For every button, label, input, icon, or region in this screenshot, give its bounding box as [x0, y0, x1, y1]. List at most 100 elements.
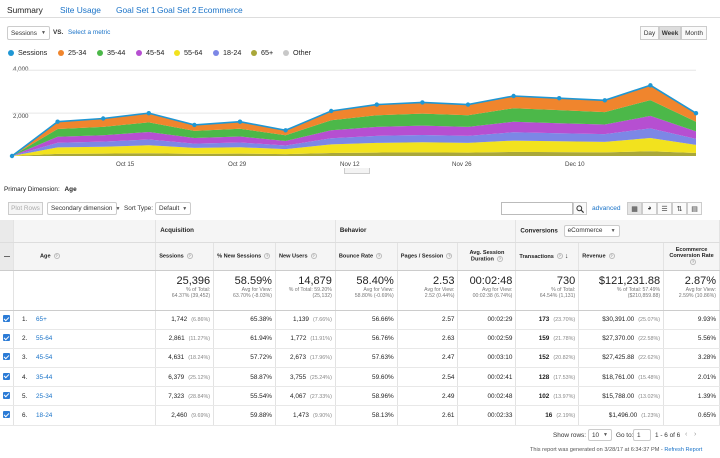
select-metric-link[interactable]: Select a metric: [68, 29, 111, 36]
tab-summary[interactable]: Summary: [7, 5, 43, 15]
sessions-point[interactable]: [146, 110, 151, 116]
pages-session-column-header[interactable]: Pages / Session?: [397, 242, 459, 271]
total-pages-session: 2.53 Avg for View: 2.52 (0.44%): [397, 270, 459, 311]
sessions-point[interactable]: [511, 93, 516, 99]
cell-percent: (20.82%): [553, 355, 576, 362]
cell-value: 00:03:10: [487, 354, 513, 362]
refresh-report-link[interactable]: Refresh Report: [664, 447, 703, 453]
show-rows-select[interactable]: 10 ▼: [588, 429, 612, 441]
age-link[interactable]: 35-44: [36, 373, 53, 381]
tab-goal-set-1[interactable]: Goal Set 1: [116, 5, 156, 15]
age-link[interactable]: 65+: [36, 316, 47, 324]
revenue-column-header[interactable]: Revenue?: [578, 242, 665, 271]
chart-resize-handle[interactable]: [344, 168, 370, 174]
view-pie-button[interactable]: ◕: [642, 202, 657, 215]
goto-page-value: 1: [637, 431, 641, 439]
column-label: Age: [40, 253, 51, 260]
granularity-week-button[interactable]: Week: [659, 26, 681, 40]
secondary-dimension-select[interactable]: Secondary dimension ▼: [47, 202, 120, 215]
goto-page-input[interactable]: 1: [633, 429, 651, 441]
sort-type-select[interactable]: Default ▼: [155, 202, 191, 215]
legend-item-45-54[interactable]: 45-54: [136, 48, 164, 57]
sessions-point[interactable]: [283, 128, 288, 133]
checkbox-checked-icon: [3, 372, 10, 380]
row-checkbox-cell[interactable]: [0, 405, 14, 426]
row-checkbox-cell[interactable]: [0, 348, 14, 369]
table-search-input[interactable]: [501, 202, 573, 215]
total-avg-duration: 00:02:48 Avg for View: 00:02:38 (6.74%): [457, 270, 517, 311]
legend-item-35-44[interactable]: 35-44: [97, 48, 125, 57]
view-table-button[interactable]: ▦: [627, 202, 642, 215]
cell-value: $27,425.88: [602, 354, 635, 362]
tab-goal-set-2[interactable]: Goal Set 2: [157, 5, 197, 15]
transactions-column-header[interactable]: Transactions? ↓: [515, 242, 580, 271]
age-link[interactable]: 55-64: [36, 335, 53, 343]
age-link[interactable]: 45-54: [36, 354, 53, 362]
legend-item-65-plus[interactable]: 65+: [251, 48, 273, 57]
granularity-day-button[interactable]: Day: [640, 26, 659, 40]
search-button[interactable]: [573, 202, 587, 215]
row-checkbox-cell[interactable]: [0, 367, 14, 388]
next-page-icon[interactable]: ›: [694, 431, 697, 438]
sessions-point[interactable]: [465, 102, 471, 107]
legend-item-25-34[interactable]: 25-34: [58, 48, 86, 57]
view-pivot-button[interactable]: ▤: [687, 202, 702, 215]
sessions-point[interactable]: [237, 119, 243, 124]
primary-dimension-value[interactable]: Age: [64, 186, 77, 193]
sessions-point[interactable]: [693, 110, 699, 116]
table-row: 6. 18-24 2,460 (9.69%) 59.88% 1,473 (9.90%) 58.…: [0, 405, 720, 426]
search-icon: [576, 204, 584, 213]
cell-value: 55.54%: [250, 392, 272, 400]
bounce-rate-cell: 59.60%: [335, 367, 398, 388]
area-series-25-34: [12, 85, 696, 156]
acquisition-group-header: Acquisition: [155, 220, 336, 243]
sessions-point[interactable]: [648, 83, 653, 88]
row-checkbox-cell[interactable]: [0, 310, 14, 330]
view-comparison-button[interactable]: ⇅: [672, 202, 687, 215]
legend-item-other[interactable]: Other: [283, 48, 311, 57]
age-column-header[interactable]: Age?: [13, 242, 157, 271]
prev-page-icon[interactable]: ‹: [685, 431, 688, 438]
sessions-point[interactable]: [374, 102, 379, 107]
sessions-point[interactable]: [192, 122, 197, 128]
avg-duration-column-header[interactable]: Avg. Session Duration?: [457, 242, 517, 271]
row-checkbox-cell[interactable]: [0, 386, 14, 407]
metric-select[interactable]: Sessions ▼: [7, 26, 50, 40]
row-checkbox-cell[interactable]: [0, 329, 14, 349]
sessions-column-header[interactable]: Sessions?: [155, 242, 215, 271]
sessions-point[interactable]: [9, 153, 15, 159]
area-series-45-54: [12, 115, 696, 156]
sessions-point[interactable]: [602, 98, 607, 103]
new-sessions-column-header[interactable]: % New Sessions?: [213, 242, 276, 271]
plot-rows-button[interactable]: Plot Rows: [8, 202, 43, 215]
tab-ecommerce[interactable]: Ecommerce: [198, 5, 243, 15]
age-link[interactable]: 25-34: [36, 392, 53, 400]
sessions-area-chart[interactable]: [0, 64, 720, 164]
legend-item-sessions[interactable]: Sessions: [8, 48, 47, 57]
conversions-type-select[interactable]: eCommerce ▼: [563, 224, 620, 237]
total-note: Avg for View:: [363, 286, 394, 293]
sessions-point[interactable]: [101, 116, 106, 121]
sessions-point[interactable]: [329, 108, 334, 114]
new-users-column-header[interactable]: New Users?: [275, 242, 336, 271]
legend-item-18-24[interactable]: 18-24: [213, 48, 241, 57]
age-link[interactable]: 18-24: [36, 412, 53, 420]
granularity-month-button[interactable]: Month: [681, 26, 707, 40]
transactions-cell: 128 (17.53%): [515, 367, 580, 388]
y-tick-label: 2,000: [13, 113, 29, 120]
legend-item-55-64[interactable]: 55-64: [174, 48, 202, 57]
view-performance-button[interactable]: ☰: [657, 202, 672, 215]
select-all-cell[interactable]: [0, 242, 14, 271]
pages-session-cell: 2.57: [397, 310, 459, 330]
sessions-point[interactable]: [557, 95, 562, 101]
advanced-link[interactable]: advanced: [592, 205, 621, 212]
cell-percent: (25.24%): [310, 374, 332, 381]
bounce-rate-column-header[interactable]: Bounce Rate?: [335, 242, 398, 271]
table-row: 1. 65+ 1,742 (6.86%) 65.38% 1,139 (7.66%) 56.66…: [0, 310, 720, 330]
x-tick-label: Nov 12: [340, 161, 360, 168]
age-cell: 3. 45-54: [13, 348, 157, 369]
tab-site-usage[interactable]: Site Usage: [60, 5, 101, 15]
sessions-point[interactable]: [420, 100, 425, 105]
sessions-point[interactable]: [55, 119, 60, 124]
conversion-rate-column-header[interactable]: Ecommerce Conversion Rate?: [663, 242, 720, 271]
